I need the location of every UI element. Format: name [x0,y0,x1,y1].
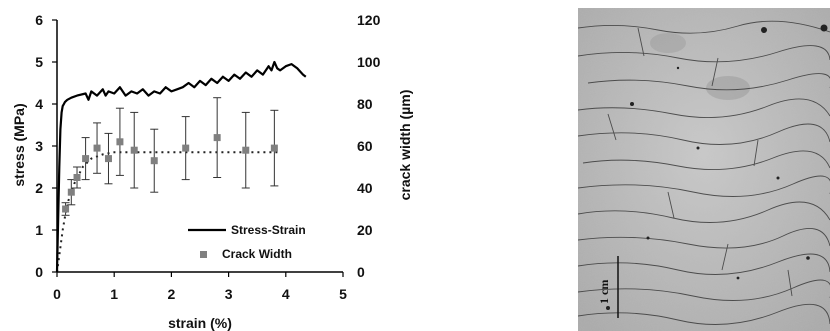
y2-tick-label: 0 [357,264,365,280]
crack-width-point [67,179,76,206]
crack-width-marker [213,134,221,142]
legend-label-stress-strain: Stress-Strain [231,223,306,237]
crack-width-series [61,97,279,216]
crack-width-marker [182,144,190,152]
crack-width-marker [270,144,278,152]
crack-width-point [93,122,102,174]
crack-width-marker [82,155,90,163]
y-tick-label: 1 [35,222,43,238]
y-tick-label: 2 [35,180,43,196]
crack-width-point [130,111,139,189]
legend-label-crack-width: Crack Width [222,247,292,261]
crack-width-marker [73,174,81,181]
x-tick-label: 3 [225,286,233,302]
crack-width-point [270,109,279,187]
y2-tick-label: 40 [357,180,373,196]
crack-width-marker [104,155,112,163]
crack-width-marker [93,144,101,152]
y2-tick-label: 120 [357,12,381,28]
crack-width-marker [62,205,70,213]
crack-pattern-image: 1 cm [578,8,830,331]
x-tick-label: 5 [339,286,347,302]
y-tick-label: 5 [35,54,43,70]
crack-width-point [104,132,113,185]
y-tick-label: 4 [35,96,43,112]
x-axis-label: strain (%) [168,315,232,331]
crack-width-marker [242,146,250,154]
stress-strain-line [55,60,307,273]
crack-width-point [150,128,159,193]
y2-tick-label: 20 [357,222,373,238]
y2-tick-label: 80 [357,96,373,112]
scale-bar-label: 1 cm [597,280,611,304]
crack-width-point [115,107,124,176]
crack-width-point [181,116,190,181]
crack-width-marker [150,157,158,165]
x-tick-label: 0 [53,286,61,302]
y-tick-label: 0 [35,264,43,280]
x-tick-label: 2 [168,286,176,302]
y-tick-label: 3 [35,138,43,154]
crack-pattern-photo: 1 cm [578,8,830,331]
y2-tick-label: 60 [357,138,373,154]
y-tick-label: 6 [35,12,43,28]
crack-lines [578,20,830,325]
crack-width-marker [130,146,138,154]
crack-width-point [81,137,90,181]
pore-dots [606,24,828,310]
y2-tick-label: 100 [357,54,381,70]
x-tick-label: 4 [282,286,290,302]
y-axis-label: stress (MPa) [11,103,27,186]
stress-strain-series [55,60,307,273]
y2-axis-label: crack width (µm) [397,90,413,201]
crack-width-point [73,166,82,189]
crack-width-point [61,202,70,216]
crack-width-marker [67,188,75,196]
legend: Stress-Strain Crack Width [188,223,306,261]
crack-width-point [213,97,222,178]
x-tick-label: 1 [110,286,118,302]
crack-width-point [241,111,250,189]
legend-marker-swatch [200,251,207,258]
crack-width-marker [116,138,124,146]
